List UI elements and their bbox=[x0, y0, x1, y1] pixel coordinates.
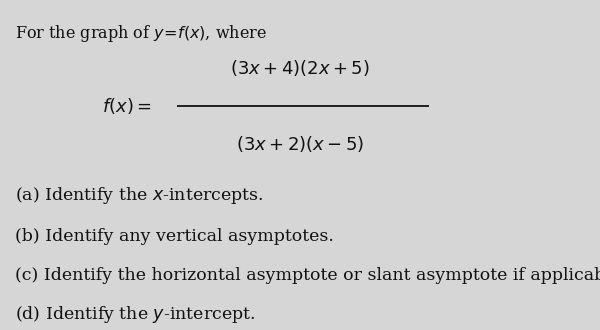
Text: $f(x)=$: $f(x)=$ bbox=[102, 96, 152, 115]
Text: For the graph of $y\!=\!f(x)$, where: For the graph of $y\!=\!f(x)$, where bbox=[15, 23, 267, 44]
Text: $(3x+4)(2x+5)$: $(3x+4)(2x+5)$ bbox=[230, 58, 370, 78]
Text: (a) Identify the $x$-intercepts.: (a) Identify the $x$-intercepts. bbox=[15, 185, 263, 206]
Text: (b) Identify any vertical asymptotes.: (b) Identify any vertical asymptotes. bbox=[15, 228, 334, 245]
Text: (d) Identify the $y$-intercept.: (d) Identify the $y$-intercept. bbox=[15, 304, 256, 325]
Text: $(3x+2)(x-5)$: $(3x+2)(x-5)$ bbox=[236, 134, 364, 153]
Text: (c) Identify the horizontal asymptote or slant asymptote if applicable.: (c) Identify the horizontal asymptote or… bbox=[15, 267, 600, 284]
